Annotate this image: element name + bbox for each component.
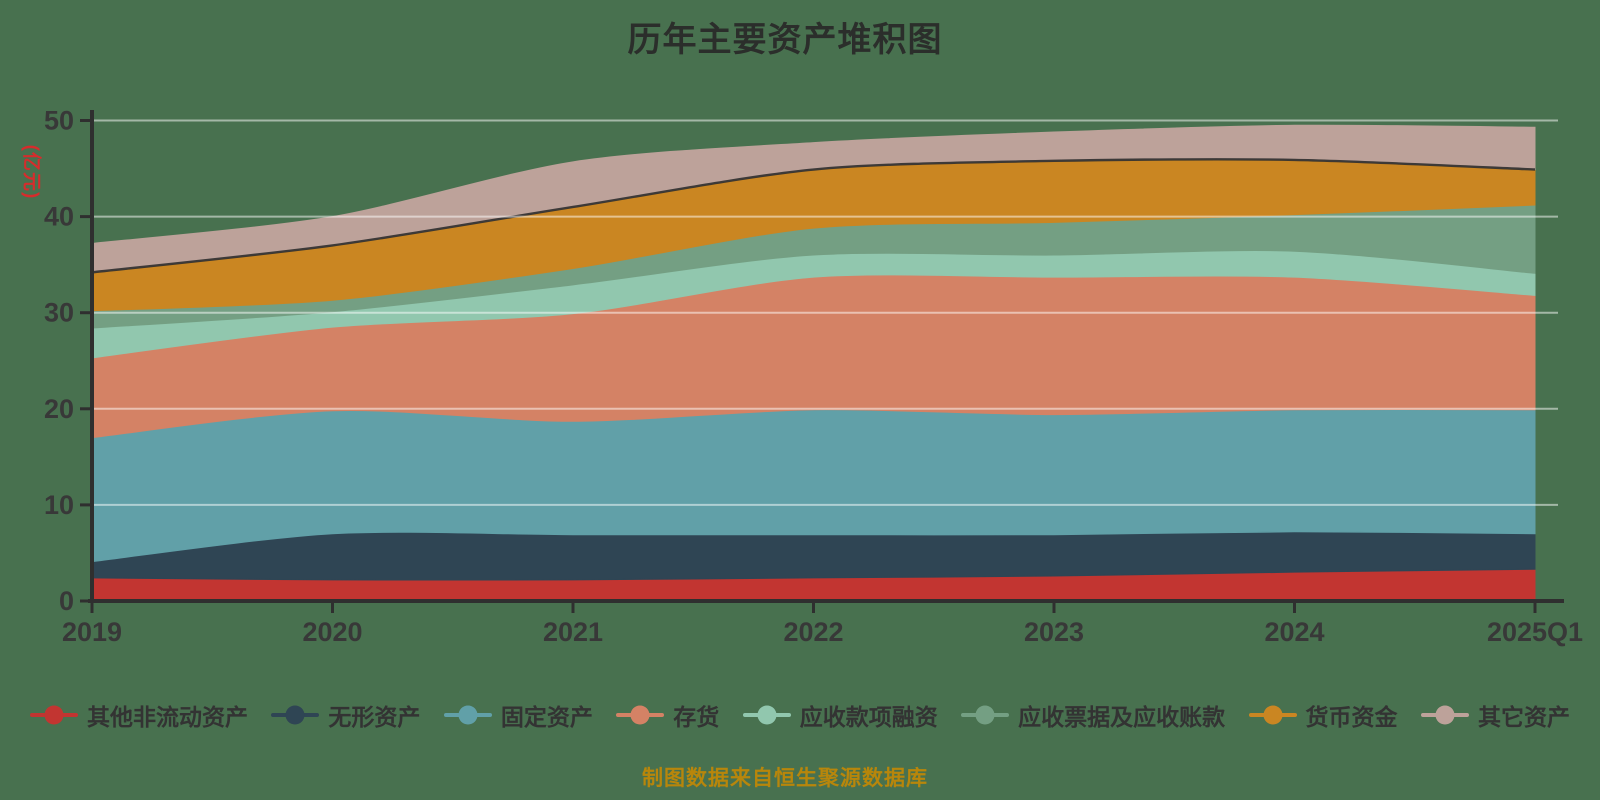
legend-item-2[interactable]: 固定资产 [443, 698, 593, 732]
legend-item-7[interactable]: 其它资产 [1420, 698, 1570, 732]
legend-marker-icon [443, 704, 492, 726]
x-tick-label: 2019 [62, 617, 122, 647]
legend-item-4[interactable]: 应收款项融资 [742, 698, 938, 732]
y-tick-label: 40 [44, 202, 74, 232]
legend-marker-icon [616, 704, 665, 726]
x-tick-label: 2024 [1264, 617, 1324, 647]
legend-label: 其他非流动资产 [87, 704, 248, 730]
legend-label: 存货 [673, 704, 720, 730]
x-tick-label: 2020 [302, 617, 362, 647]
legend-label: 其它资产 [1477, 704, 1570, 730]
x-tick-label: 2021 [543, 617, 603, 647]
legend-marker-icon [30, 704, 78, 726]
legend-marker-icon [961, 704, 1010, 726]
y-tick-label: 30 [44, 298, 74, 328]
legend-label: 应收款项融资 [799, 704, 938, 730]
data-source-note: 制图数据来自恒生聚源数据库 [642, 767, 928, 790]
chart-title: 历年主要资产堆积图 [627, 21, 943, 59]
legend-marker-icon [271, 704, 320, 726]
y-tick-label: 20 [44, 394, 74, 424]
stacked-area-plot: 0 10 20 30 40 50 2019 2020 2021 2022 2023 2024 2025Q… [44, 106, 1583, 648]
legend-label: 应收票据及应收账款 [1018, 704, 1226, 730]
legend-marker-icon [742, 704, 791, 726]
legend-item-5[interactable]: 应收票据及应收账款 [961, 698, 1225, 732]
legend-marker-icon [1248, 704, 1297, 726]
y-tick-label: 0 [59, 586, 74, 616]
legend: 其他非流动资产 无形资产 固定资产 存货 应收款项融资 应收票据及应收账款 货币资金 其它资产 [0, 698, 1600, 732]
x-tick-label: 2025Q1 [1487, 617, 1583, 647]
legend-item-3[interactable]: 存货 [616, 698, 719, 732]
x-tick-label: 2023 [1024, 617, 1084, 647]
legend-item-6[interactable]: 货币资金 [1248, 698, 1398, 732]
x-tick-label: 2022 [783, 617, 843, 647]
legend-item-1[interactable]: 无形资产 [271, 698, 420, 732]
legend-item-0[interactable]: 其他非流动资产 [30, 698, 248, 732]
legend-label: 无形资产 [328, 704, 421, 730]
stack-top-line [91, 158, 1536, 274]
y-tick-label: 50 [44, 106, 74, 136]
legend-label: 固定资产 [500, 704, 593, 730]
y-tick-label: 10 [44, 490, 74, 520]
legend-marker-icon [1420, 704, 1469, 726]
legend-label: 货币资金 [1305, 704, 1398, 730]
